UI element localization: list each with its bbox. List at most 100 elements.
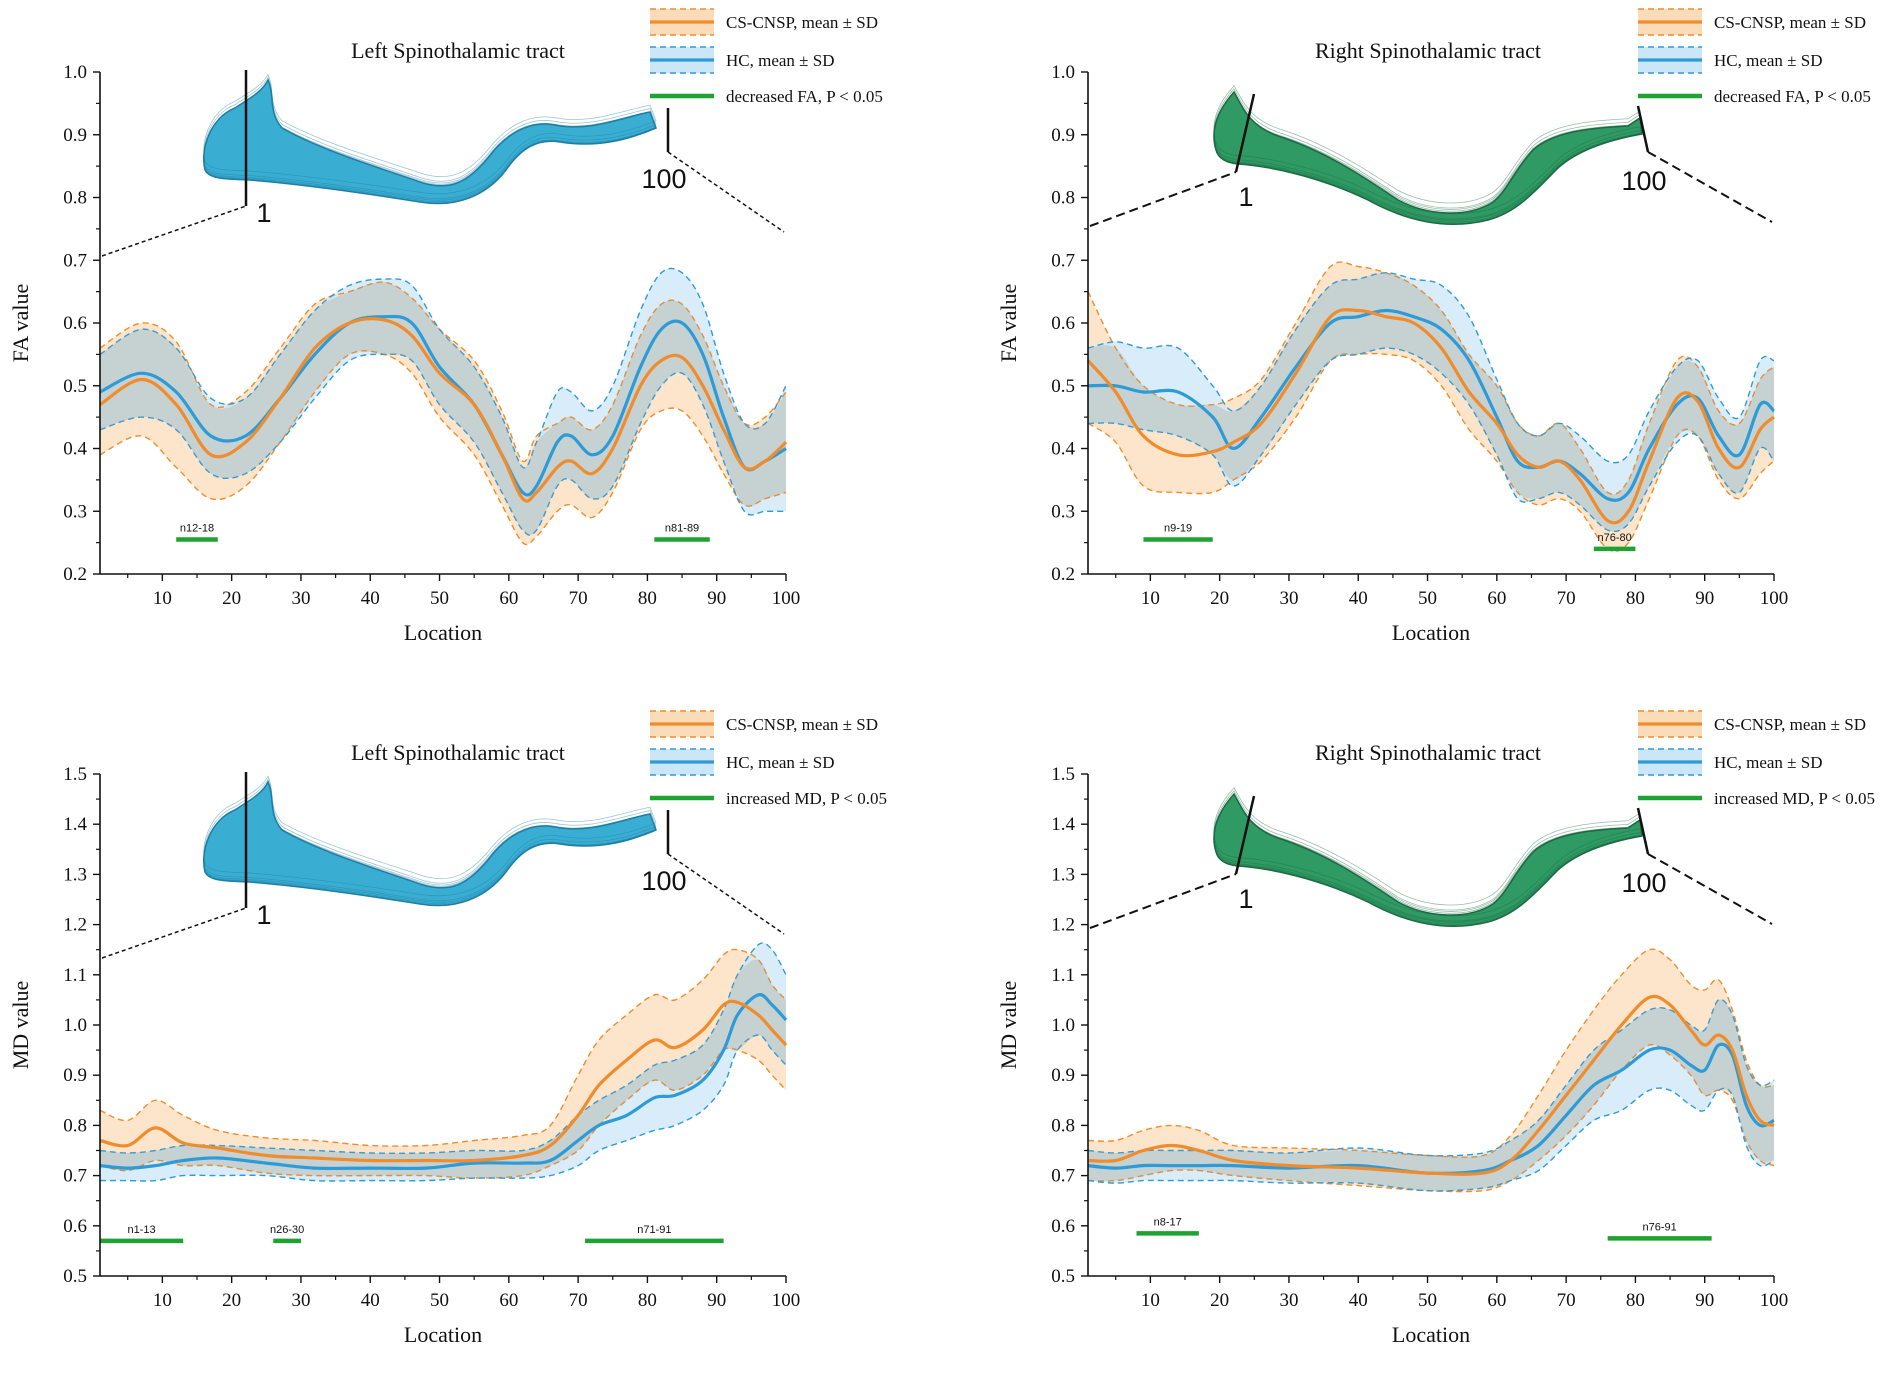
tract-fiber-strand — [203, 79, 657, 203]
tract-leader-start — [1089, 873, 1237, 929]
x-tick-label: 100 — [1760, 1290, 1789, 1311]
tract-cut-start — [1234, 795, 1256, 875]
y-tick-label: 0.3 — [63, 501, 87, 522]
legend-label: HC, mean ± SD — [1714, 753, 1823, 772]
chart-panel: 1 100 n8-17 n76-91 0.5 0.6 0.7 0.8 0.9 1.0 1.1 1.2 1… — [988, 702, 1902, 1377]
legend-label: CS-CNSP, mean ± SD — [726, 715, 878, 734]
sd-band-overlap — [100, 959, 786, 1179]
sd-upper-hc — [99, 267, 787, 469]
sd-lower-hc — [1087, 1087, 1775, 1192]
tract-leader-end — [1647, 853, 1773, 925]
y-tick-label: 0.5 — [63, 1266, 87, 1287]
sd-lower-cs — [99, 350, 787, 546]
tract-fiber-strand — [1213, 91, 1643, 221]
x-tick-label: 30 — [291, 588, 310, 609]
mean-line-cs — [1087, 994, 1775, 1176]
legend: CS-CNSP, mean ± SD HC, mean ± SD increased… — [650, 710, 887, 808]
tract-label-start: 1 — [256, 198, 271, 228]
x-tick-label: 70 — [569, 1290, 588, 1311]
tract-fiber-strand — [203, 76, 657, 200]
y-tick-label: 0.9 — [63, 125, 87, 146]
y-tick-label: 1.5 — [1051, 764, 1075, 785]
tract-label-start: 1 — [256, 900, 271, 930]
significance-bar: n26-30 — [270, 1224, 304, 1244]
tract-fiber-strand — [1213, 793, 1643, 927]
tract-fiber-body — [1213, 90, 1643, 225]
tract-illustration: 1 100 — [1089, 787, 1773, 929]
y-tick-label: 0.5 — [1051, 1266, 1075, 1287]
y-tick-label: 1.4 — [63, 814, 87, 835]
tract-fiber-strand — [1213, 787, 1643, 917]
x-tick-label: 40 — [1349, 1290, 1368, 1311]
tract-fiber-strand — [1213, 91, 1643, 223]
tract-illustration: 1 100 — [1089, 85, 1773, 227]
significance-bar: n71-91 — [585, 1224, 724, 1244]
y-tick-label: 0.6 — [63, 1216, 87, 1237]
significance-bar: n76-91 — [1607, 1221, 1712, 1241]
significance-bar: n12-18 — [176, 522, 218, 542]
y-tick-label: 0.8 — [1051, 1115, 1075, 1136]
x-tick-label: 30 — [291, 1290, 310, 1311]
x-tick-label: 80 — [1626, 1290, 1645, 1311]
y-tick-label: 0.8 — [1051, 188, 1075, 209]
y-tick-label: 0.8 — [63, 188, 87, 209]
tract-fiber-body — [203, 780, 657, 907]
tract-fiber-strand — [203, 73, 657, 195]
x-tick-label: 10 — [1141, 588, 1160, 609]
significance-label: n9-19 — [1164, 522, 1192, 534]
x-tick-label: 70 — [569, 588, 588, 609]
legend-label: HC, mean ± SD — [726, 51, 835, 70]
x-tick-label: 20 — [1210, 588, 1229, 609]
x-tick-label: 80 — [638, 588, 657, 609]
y-tick-label: 0.5 — [63, 376, 87, 397]
tract-label-end: 100 — [1621, 868, 1666, 898]
x-tick-label: 50 — [1418, 1290, 1437, 1311]
x-tick-label: 50 — [430, 588, 449, 609]
x-tick-label: 50 — [430, 1290, 449, 1311]
legend: CS-CNSP, mean ± SD HC, mean ± SD decreased… — [1638, 8, 1871, 106]
chart-title: Left Spinothalamic tract — [351, 38, 565, 63]
y-tick-label: 0.7 — [1051, 1166, 1075, 1187]
x-tick-label: 40 — [361, 1290, 380, 1311]
tract-leader-start — [101, 205, 247, 257]
sd-band-overlap — [1088, 999, 1774, 1191]
sd-upper-cs — [99, 281, 787, 463]
mean-line-hc — [1087, 1042, 1775, 1175]
y-tick-label: 1.5 — [63, 764, 87, 785]
tract-label-end: 100 — [641, 866, 686, 896]
tract-fiber-strand — [1213, 91, 1643, 225]
tract-cut-end — [1636, 105, 1650, 153]
x-tick-label: 40 — [1349, 588, 1368, 609]
tract-leader-end — [1647, 151, 1773, 223]
tract-fiber-strand — [1213, 85, 1643, 215]
mean-line-cs — [99, 999, 788, 1163]
y-tick-label: 1.4 — [1051, 814, 1075, 835]
x-tick-label: 70 — [1557, 1290, 1576, 1311]
x-tick-label: 70 — [1557, 588, 1576, 609]
tract-fiber-strand — [1213, 790, 1643, 922]
significance-label: n8-17 — [1154, 1216, 1182, 1228]
y-tick-label: 0.7 — [63, 250, 87, 271]
y-tick-label: 0.7 — [63, 1166, 87, 1187]
significance-label: n71-91 — [637, 1224, 671, 1236]
x-tick-label: 100 — [772, 588, 801, 609]
y-tick-label: 1.0 — [63, 62, 87, 83]
tract-illustration: 1 100 — [101, 772, 785, 959]
sd-lower-hc — [1087, 347, 1775, 533]
x-tick-label: 90 — [1695, 1290, 1714, 1311]
mean-line-cs — [1086, 308, 1776, 525]
significance-label: n26-30 — [270, 1224, 304, 1236]
significance-bar: n9-19 — [1143, 522, 1213, 542]
tract-illustration: 1 100 — [101, 70, 785, 257]
y-axis-title: FA value — [996, 284, 1021, 362]
x-axis-title: Location — [404, 620, 482, 645]
tract-fiber-strand — [203, 781, 657, 903]
significance-label: n81-89 — [665, 522, 699, 534]
legend-label: increased MD, P < 0.05 — [726, 789, 887, 808]
tract-label-end: 100 — [641, 164, 686, 194]
legend-label: HC, mean ± SD — [726, 753, 835, 772]
tract-leader-start — [101, 907, 247, 959]
mean-line-hc — [1087, 308, 1776, 502]
x-tick-label: 60 — [1487, 588, 1506, 609]
